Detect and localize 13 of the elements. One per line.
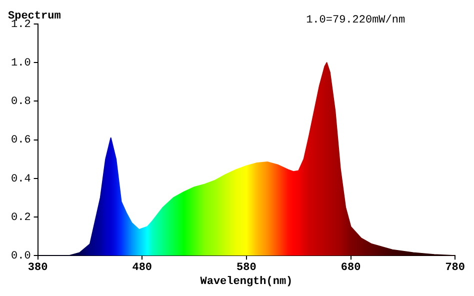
y-tick-label: 1.0	[10, 58, 31, 70]
y-tick-label: 0.2	[10, 212, 31, 224]
x-tick-label: 680	[340, 262, 361, 274]
x-tick-label: 380	[28, 262, 48, 274]
x-tick-label: 780	[445, 262, 466, 274]
x-axis-title: Wavelength(nm)	[200, 276, 293, 288]
y-tick-label: 0.8	[10, 96, 31, 108]
y-tick-label: 0.4	[10, 173, 32, 186]
x-tick-label: 480	[132, 262, 152, 274]
annotation: 1.0=79.220mW/nm	[306, 14, 406, 26]
y-tick-label: 0.0	[10, 250, 31, 263]
x-tick-label: 580	[236, 262, 256, 274]
y-tick-label: 0.6	[10, 134, 31, 147]
